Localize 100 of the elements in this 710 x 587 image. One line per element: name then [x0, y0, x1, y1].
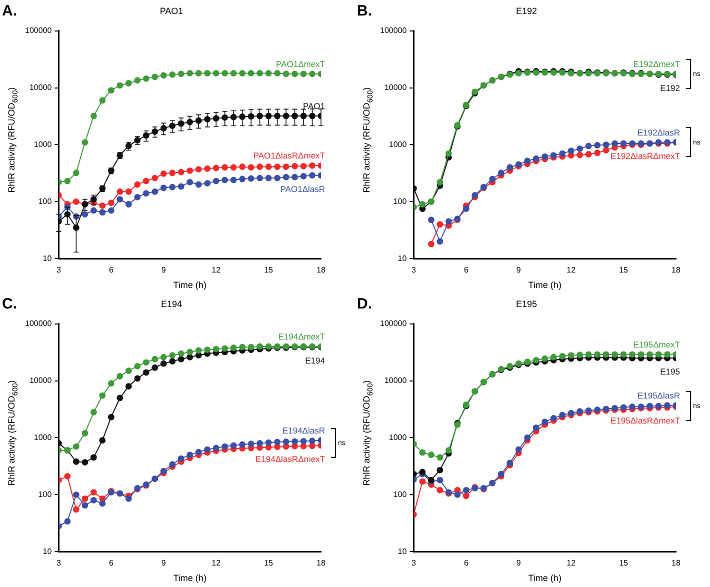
text: D.	[357, 296, 372, 313]
series-label: E194ΔlasRΔmexT	[256, 454, 325, 464]
point	[265, 439, 272, 446]
y-tick-label: 100000	[380, 319, 408, 328]
point	[186, 178, 194, 186]
point	[309, 162, 316, 169]
x-tick-label: 3	[56, 558, 62, 568]
text: C.	[2, 296, 17, 313]
point	[142, 75, 150, 82]
y-tick-label: 100000	[24, 319, 52, 328]
point	[576, 152, 584, 158]
x-tick-label: 3	[411, 558, 416, 568]
y-tick-label: 10000	[29, 376, 52, 385]
point	[134, 375, 141, 382]
point	[542, 418, 548, 426]
point	[230, 442, 237, 449]
x-tick-label: 3	[411, 266, 416, 275]
point	[462, 486, 470, 494]
point	[524, 158, 531, 164]
series-label: E194ΔmexT	[278, 332, 325, 342]
point	[160, 170, 167, 177]
point	[152, 364, 158, 371]
y-tick-label: 100	[393, 196, 408, 206]
point	[550, 415, 557, 422]
point	[300, 438, 307, 444]
point	[239, 70, 246, 76]
point	[445, 447, 452, 454]
point	[309, 438, 316, 444]
point	[230, 164, 237, 171]
series-label: E195ΔmexT	[633, 340, 680, 350]
point	[256, 164, 263, 170]
point	[108, 380, 114, 387]
point	[248, 344, 254, 350]
series-label: E192ΔlasR	[637, 127, 680, 138]
point	[436, 238, 444, 245]
x-axis-title: Time (h)	[173, 280, 206, 290]
x-tick-label: 18	[316, 558, 326, 568]
x-tick-label: 6	[464, 558, 469, 568]
point	[506, 164, 514, 171]
x-axis-title: Time (h)	[528, 573, 562, 584]
point	[568, 352, 574, 358]
point	[134, 194, 141, 200]
point	[265, 70, 272, 76]
point	[222, 70, 228, 76]
point	[212, 444, 220, 452]
point	[116, 188, 124, 195]
point	[134, 363, 141, 370]
point	[116, 394, 124, 402]
point	[274, 174, 280, 182]
point	[620, 140, 627, 147]
point	[204, 180, 211, 186]
point	[445, 150, 452, 157]
point	[90, 207, 97, 214]
point	[125, 368, 132, 374]
point	[99, 97, 106, 104]
point	[638, 351, 644, 358]
point	[152, 174, 158, 182]
point	[169, 170, 176, 176]
point	[292, 438, 298, 445]
point	[82, 495, 88, 502]
point	[282, 174, 290, 180]
series-label: E194ΔlasR	[282, 425, 325, 436]
chart-title: PAO1	[160, 6, 184, 16]
x-tick-label: 9	[161, 266, 166, 275]
point	[550, 354, 557, 360]
point	[300, 70, 307, 78]
text: B.	[357, 2, 372, 20]
point	[532, 356, 540, 364]
point	[195, 166, 202, 172]
point	[142, 190, 150, 197]
series-label: PAO1ΔlasR	[280, 184, 325, 194]
y-tick-label: 10	[42, 254, 52, 263]
point	[274, 164, 280, 170]
point	[222, 176, 228, 184]
chart-title: E195	[516, 298, 538, 309]
x-tick-label: 15	[619, 266, 629, 275]
point	[195, 448, 202, 456]
point	[204, 446, 211, 453]
point	[292, 70, 298, 78]
point	[152, 74, 158, 80]
point	[655, 351, 662, 358]
point	[265, 164, 272, 170]
point	[594, 142, 601, 148]
x-tick-label: 3	[56, 266, 62, 275]
point	[108, 87, 114, 94]
point	[248, 164, 254, 171]
x-tick-label: 9	[161, 558, 166, 568]
y-tick-label: 1000	[34, 140, 52, 149]
series-label: E195	[660, 366, 680, 377]
point	[419, 449, 426, 456]
point	[248, 440, 254, 448]
point	[436, 221, 444, 228]
point	[542, 355, 548, 362]
point	[90, 489, 97, 496]
point	[134, 77, 141, 84]
point	[82, 502, 88, 509]
point	[212, 164, 220, 172]
point	[256, 343, 263, 350]
x-tick-label: 9	[516, 266, 522, 275]
point	[222, 443, 228, 450]
